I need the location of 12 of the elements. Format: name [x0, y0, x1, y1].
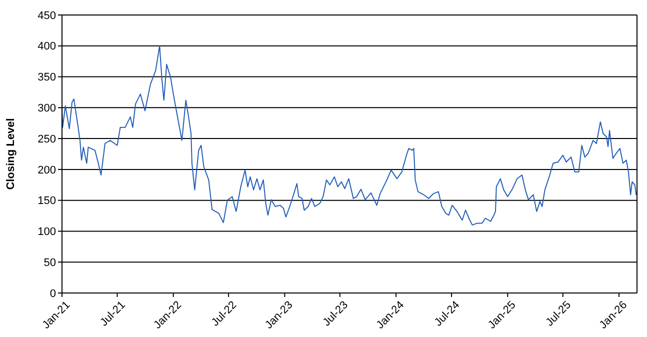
- y-tick-label: 0: [50, 288, 56, 300]
- y-tick-label: 450: [38, 10, 56, 22]
- y-tick-label: 50: [44, 256, 56, 269]
- y-tick-label: 100: [38, 226, 56, 238]
- y-tick-label: 300: [38, 102, 56, 115]
- y-tick-label: 400: [38, 40, 56, 53]
- y-tick-label: 350: [38, 72, 56, 84]
- y-axis-title: Closing Level: [5, 118, 17, 190]
- y-tick-label: 250: [38, 133, 56, 146]
- line-series: [62, 45, 637, 226]
- y-tick-label: 150: [38, 195, 56, 208]
- y-tick-label: 200: [38, 164, 56, 176]
